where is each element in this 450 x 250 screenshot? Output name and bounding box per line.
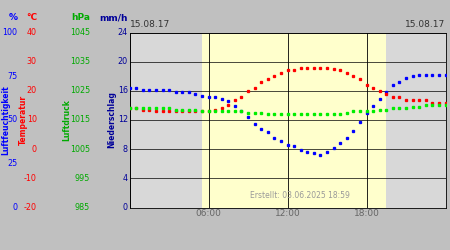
- Text: Luftdruck: Luftdruck: [62, 99, 71, 141]
- Text: 10: 10: [27, 116, 37, 124]
- Text: 985: 985: [75, 203, 90, 212]
- Text: 50: 50: [7, 116, 18, 124]
- Text: 0: 0: [32, 145, 37, 154]
- Text: -10: -10: [24, 174, 37, 183]
- Text: Erstellt: 03.06.2025 18:59: Erstellt: 03.06.2025 18:59: [250, 192, 350, 200]
- Bar: [202, 32, 386, 208]
- Text: 24: 24: [117, 28, 128, 37]
- Text: 0: 0: [123, 203, 128, 212]
- Text: hPa: hPa: [71, 14, 90, 22]
- Text: mm/h: mm/h: [99, 14, 128, 22]
- Text: 1045: 1045: [70, 28, 90, 37]
- Text: 16: 16: [118, 86, 128, 95]
- Text: 12: 12: [117, 116, 128, 124]
- Text: 30: 30: [27, 57, 37, 66]
- Text: 15.08.17: 15.08.17: [405, 20, 446, 29]
- Text: 20: 20: [27, 86, 37, 95]
- Text: 1025: 1025: [70, 86, 90, 95]
- Text: 1015: 1015: [70, 116, 90, 124]
- Text: 995: 995: [75, 174, 90, 183]
- Text: Temperatur: Temperatur: [19, 95, 28, 145]
- Text: 75: 75: [7, 72, 18, 81]
- Text: -20: -20: [24, 203, 37, 212]
- Text: 8: 8: [123, 145, 128, 154]
- Text: 15.08.17: 15.08.17: [130, 20, 170, 29]
- Text: Luftfeuchtigkeit: Luftfeuchtigkeit: [1, 85, 10, 155]
- Text: °C: °C: [26, 14, 37, 22]
- Text: %: %: [9, 14, 18, 22]
- Text: 40: 40: [27, 28, 37, 37]
- Text: 100: 100: [3, 28, 18, 37]
- Text: Niederschlag: Niederschlag: [107, 92, 116, 148]
- Text: 1035: 1035: [70, 57, 90, 66]
- Text: 20: 20: [117, 57, 128, 66]
- Text: 0: 0: [13, 203, 18, 212]
- Text: 25: 25: [7, 159, 18, 168]
- Text: 4: 4: [123, 174, 128, 183]
- Text: 1005: 1005: [70, 145, 90, 154]
